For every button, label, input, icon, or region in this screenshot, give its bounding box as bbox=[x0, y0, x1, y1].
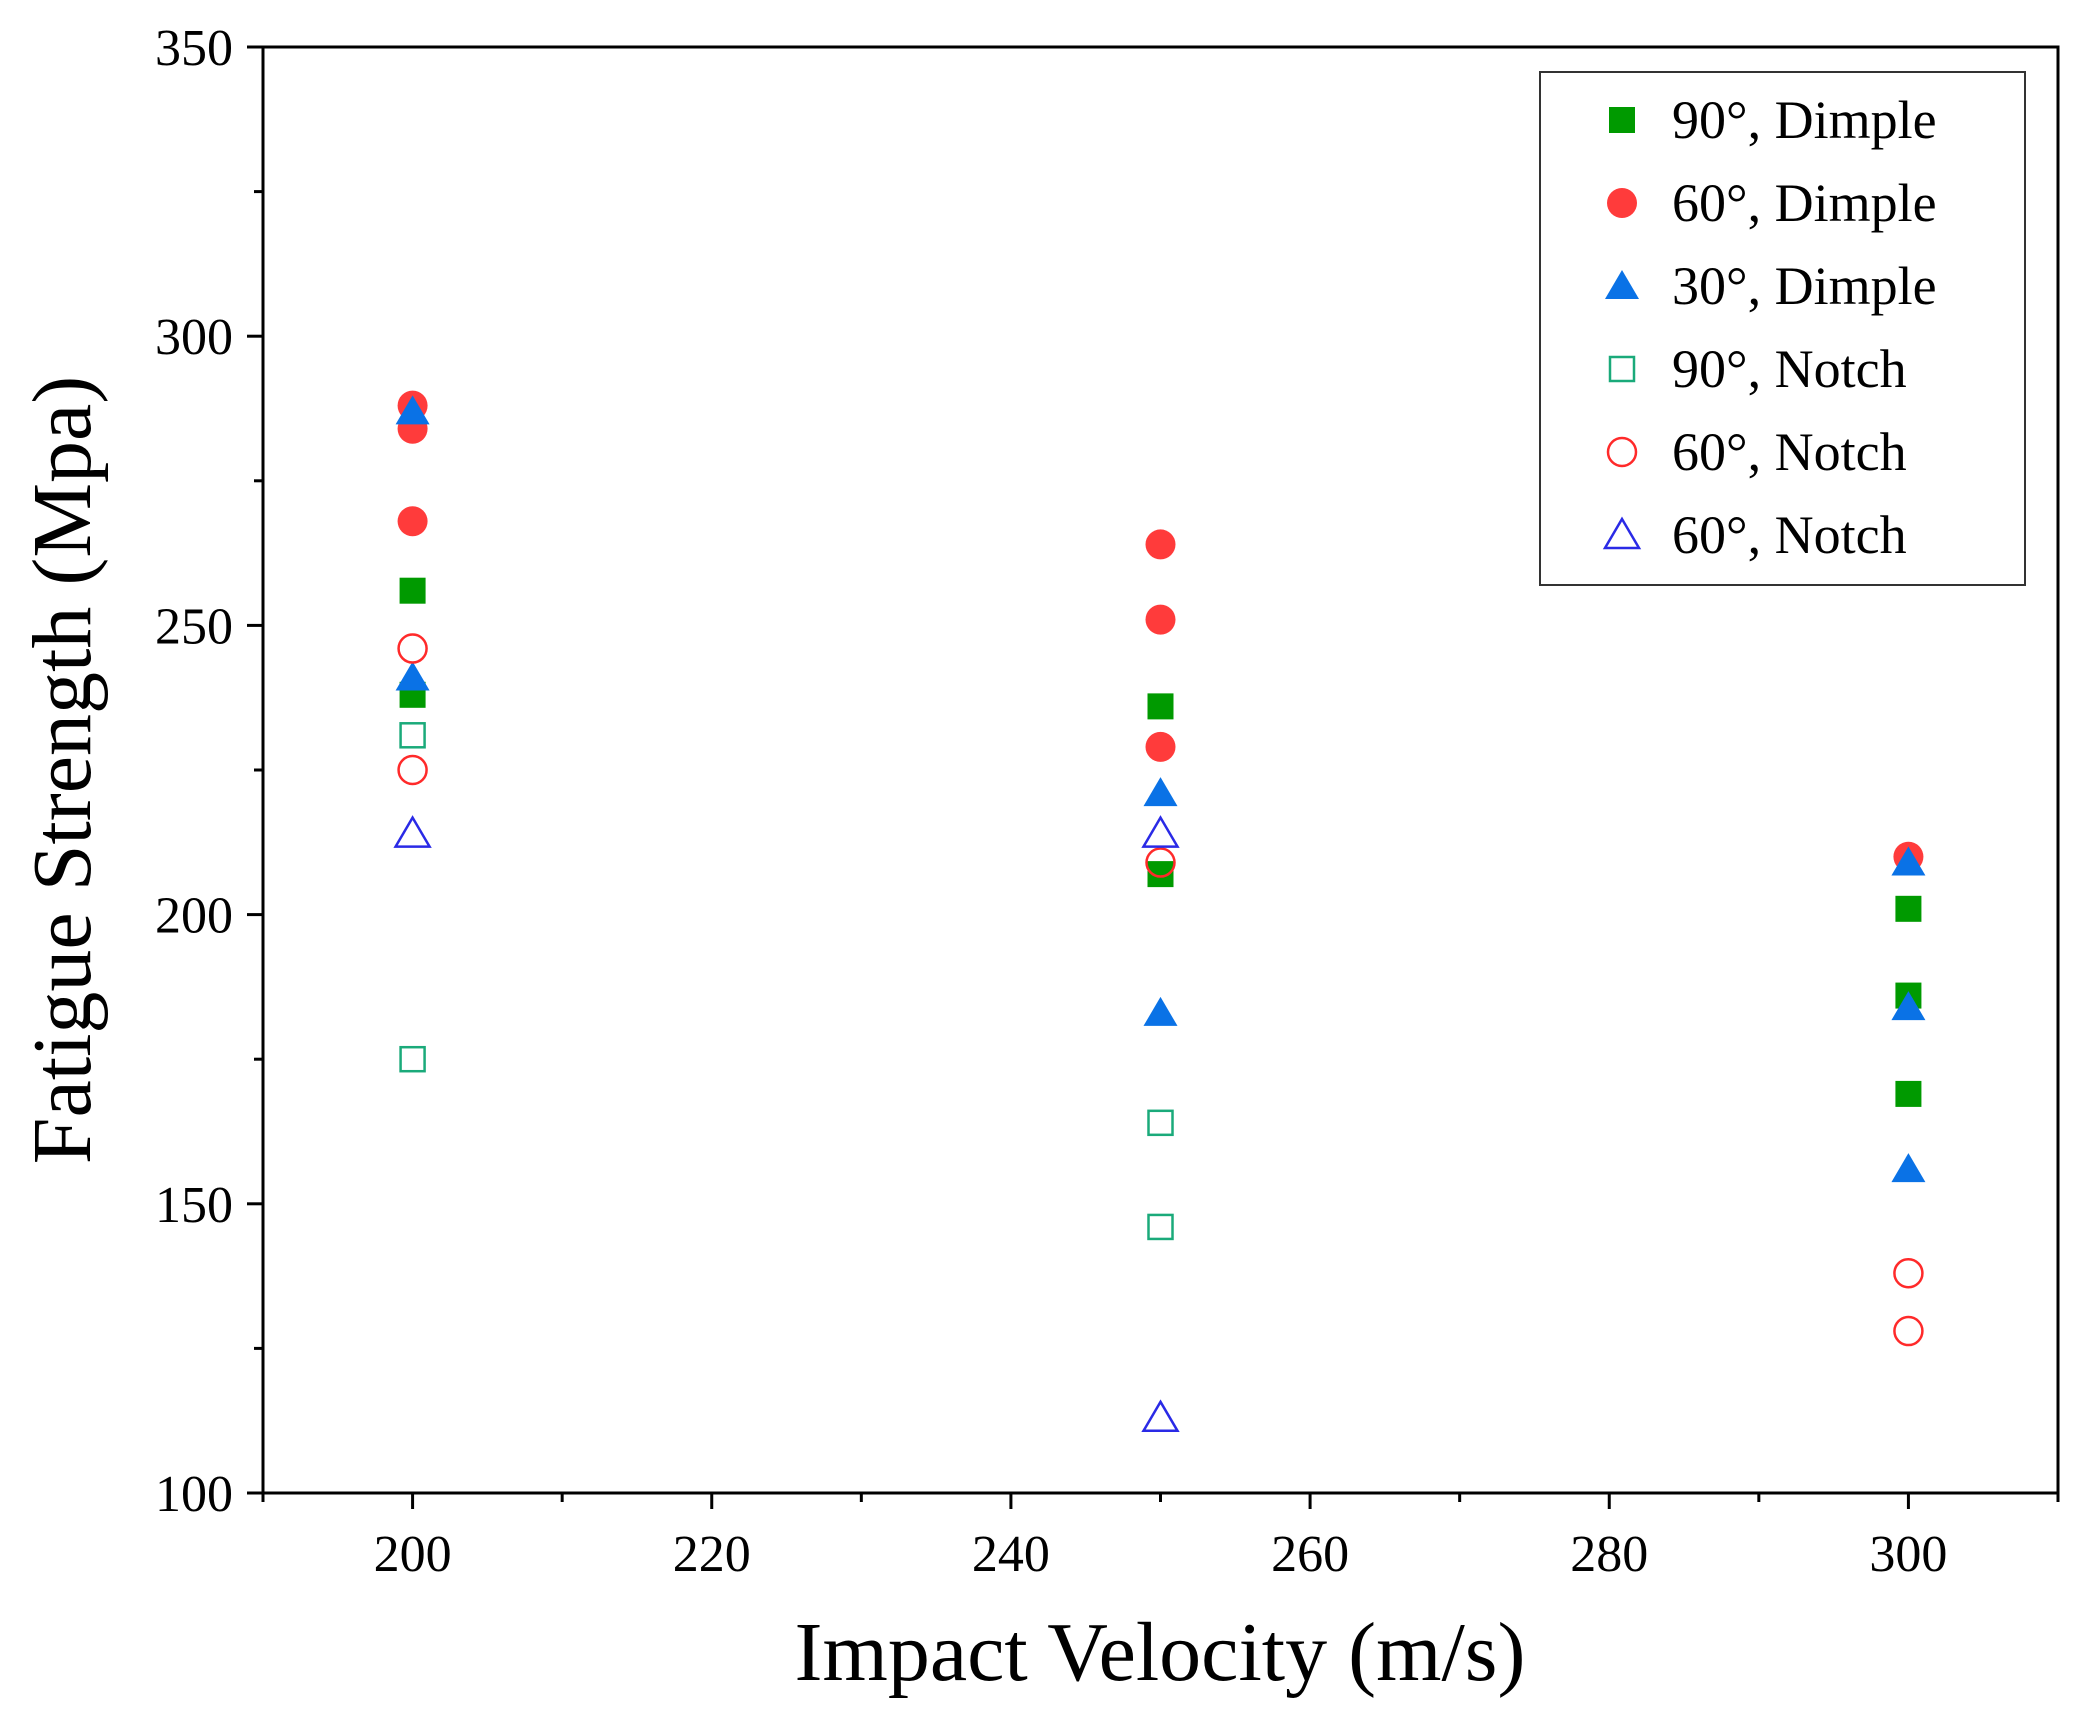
data-point bbox=[1145, 847, 1176, 878]
legend-marker bbox=[1602, 516, 1642, 550]
legend-marker bbox=[1608, 355, 1636, 383]
data-point bbox=[395, 661, 430, 691]
legend-item: 30°, Dimple bbox=[1605, 256, 1937, 316]
series-2 bbox=[395, 395, 1926, 1183]
legend-box bbox=[1539, 71, 2026, 586]
data-point bbox=[397, 506, 428, 537]
series-3 bbox=[399, 722, 1174, 1241]
data-point bbox=[397, 633, 428, 664]
legend-label: 30°, Dimple bbox=[1672, 256, 1937, 316]
legend-label: 90°, Notch bbox=[1672, 339, 1907, 399]
data-point bbox=[399, 722, 426, 749]
data-point bbox=[1143, 996, 1178, 1026]
legend-marker bbox=[1605, 270, 1639, 299]
legend-label: 60°, Dimple bbox=[1672, 173, 1937, 233]
data-point bbox=[1893, 1315, 1924, 1347]
legend-marker bbox=[1609, 107, 1635, 133]
legend-item: 90°, Dimple bbox=[1609, 90, 1937, 150]
y-tick-label: 300 bbox=[155, 309, 233, 366]
data-point bbox=[1891, 991, 1926, 1021]
legend-label: 60°, Notch bbox=[1672, 505, 1907, 565]
y-axis-ticks: 100 150 200 250 300 350 bbox=[155, 20, 263, 1523]
data-point bbox=[1145, 529, 1176, 560]
x-axis-ticks: 200 220 240 260 280 300 bbox=[261, 1493, 2060, 1583]
legend-item: 60°, Dimple bbox=[1607, 173, 1937, 233]
legend-marker bbox=[1606, 436, 1638, 468]
x-axis-title: Impact Velocity (m/s) bbox=[795, 1606, 1526, 1699]
legend-item: 60°, Notch bbox=[1602, 505, 1907, 565]
data-point bbox=[395, 395, 430, 425]
y-tick-label: 100 bbox=[155, 1466, 233, 1523]
y-axis-title: Fatigue Strength (Mpa) bbox=[16, 376, 109, 1165]
data-point bbox=[1891, 846, 1926, 876]
data-point bbox=[1895, 1080, 1922, 1107]
data-point bbox=[1145, 731, 1176, 762]
x-tick-label: 220 bbox=[673, 1526, 751, 1583]
legend-item: 60°, Notch bbox=[1606, 422, 1907, 482]
x-tick-label: 260 bbox=[1271, 1526, 1349, 1583]
x-tick-label: 200 bbox=[374, 1526, 452, 1583]
data-point bbox=[1145, 604, 1176, 635]
data-point bbox=[1147, 1213, 1174, 1241]
series-0 bbox=[399, 577, 1922, 1107]
legend: 90°, Dimple 60°, Dimple 30°, Dimple 90°, No… bbox=[1539, 71, 2026, 586]
data-point bbox=[1147, 1109, 1174, 1137]
y-tick-label: 250 bbox=[155, 598, 233, 655]
data-point bbox=[1141, 1399, 1180, 1433]
legend-marker bbox=[1607, 188, 1637, 218]
y-tick-label: 200 bbox=[155, 888, 233, 945]
data-point bbox=[1891, 1153, 1926, 1183]
data-points bbox=[393, 390, 1926, 1433]
y-tick-label: 350 bbox=[155, 20, 233, 77]
x-tick-label: 240 bbox=[972, 1526, 1050, 1583]
y-tick-label: 150 bbox=[155, 1177, 233, 1234]
data-point bbox=[397, 754, 428, 786]
data-point bbox=[1895, 895, 1922, 922]
data-point bbox=[1893, 1257, 1924, 1289]
data-point bbox=[393, 815, 432, 848]
x-tick-label: 280 bbox=[1570, 1526, 1648, 1583]
legend-item: 90°, Notch bbox=[1608, 339, 1907, 399]
x-tick-label: 300 bbox=[1869, 1526, 1947, 1583]
data-point bbox=[399, 1045, 426, 1073]
data-point bbox=[1143, 777, 1178, 807]
legend-label: 60°, Notch bbox=[1672, 422, 1907, 482]
series-5 bbox=[393, 815, 1180, 1433]
data-point bbox=[1141, 815, 1180, 848]
data-point bbox=[399, 577, 426, 604]
data-point bbox=[1147, 693, 1174, 720]
series-4 bbox=[397, 633, 1924, 1347]
legend-label: 90°, Dimple bbox=[1672, 90, 1937, 150]
